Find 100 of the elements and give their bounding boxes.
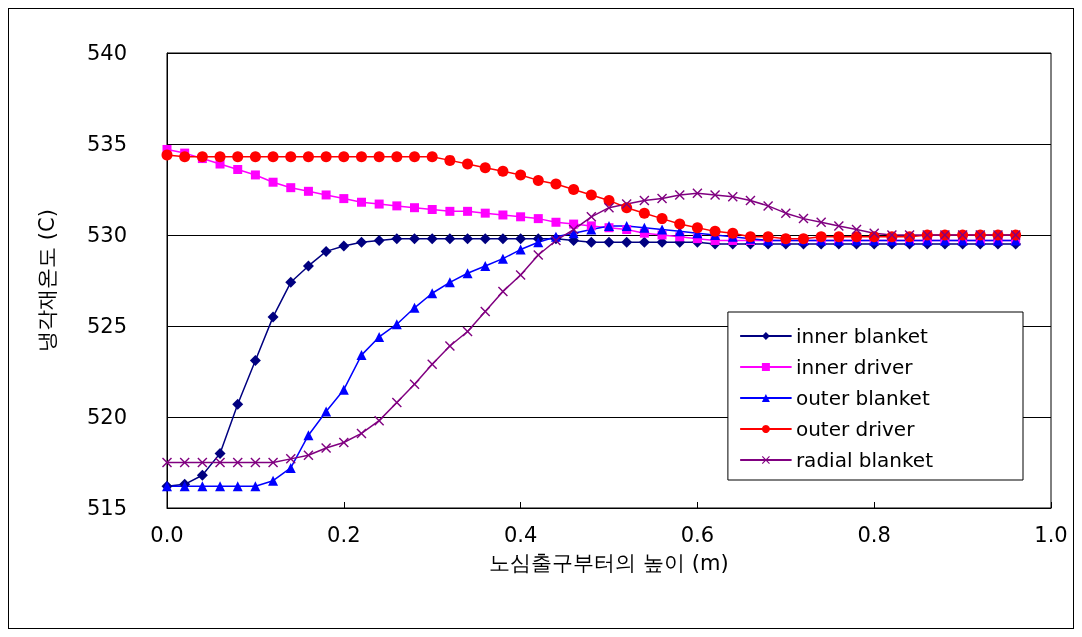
point <box>320 245 332 257</box>
point <box>426 233 438 245</box>
point <box>303 430 314 441</box>
point <box>355 151 367 163</box>
point <box>249 355 261 367</box>
x-tick-label: 0.0 <box>150 522 184 547</box>
point <box>710 189 721 200</box>
x-tick-label: 0.6 <box>680 522 715 547</box>
point <box>445 206 455 216</box>
point <box>267 151 279 163</box>
point <box>285 151 297 163</box>
point <box>586 224 597 235</box>
point <box>250 457 261 468</box>
point <box>833 220 844 231</box>
point <box>674 189 685 200</box>
point <box>374 199 384 209</box>
point <box>338 151 350 163</box>
point <box>339 194 349 204</box>
point <box>745 195 756 206</box>
point <box>427 359 438 370</box>
point <box>585 236 597 248</box>
point <box>232 457 243 468</box>
point <box>568 224 579 235</box>
point <box>586 211 597 222</box>
point <box>533 237 544 248</box>
point <box>462 233 474 245</box>
point <box>233 164 243 174</box>
point <box>215 481 226 492</box>
point <box>638 236 650 248</box>
point <box>196 469 208 481</box>
point <box>374 331 385 342</box>
point <box>480 208 490 218</box>
point <box>727 191 738 202</box>
point <box>444 277 455 288</box>
x-tick-label: 0.8 <box>857 522 891 547</box>
point <box>497 253 508 264</box>
point <box>356 350 367 361</box>
point <box>444 341 455 352</box>
point <box>232 151 244 163</box>
point <box>639 222 650 233</box>
point <box>798 213 809 224</box>
point <box>267 311 279 323</box>
point <box>444 233 456 245</box>
point <box>285 462 296 473</box>
point <box>515 169 527 181</box>
point <box>656 213 668 225</box>
point <box>214 151 226 163</box>
point <box>285 453 296 464</box>
point <box>320 151 332 163</box>
point <box>179 151 191 163</box>
y-tick-label: 525 <box>86 314 127 338</box>
point <box>533 214 543 224</box>
point <box>391 151 403 163</box>
point <box>550 178 562 190</box>
point <box>338 384 349 395</box>
point <box>816 217 827 228</box>
x-tick-label: 0.4 <box>503 522 538 547</box>
point <box>762 231 774 243</box>
point <box>532 174 544 186</box>
point <box>179 457 190 468</box>
point <box>657 193 668 204</box>
point <box>321 190 331 200</box>
point <box>338 240 350 252</box>
y-tick-label: 540 <box>86 41 127 65</box>
point <box>356 428 367 439</box>
point <box>691 222 703 234</box>
point <box>161 149 173 161</box>
point <box>674 218 686 230</box>
point <box>409 302 420 313</box>
point <box>833 231 845 243</box>
point <box>498 210 508 220</box>
point <box>321 406 332 417</box>
point <box>268 177 278 187</box>
point <box>249 151 261 163</box>
x-tick-label: 0.2 <box>327 522 361 547</box>
point <box>427 288 438 299</box>
point <box>392 201 402 211</box>
point <box>551 217 561 227</box>
point <box>214 447 226 459</box>
point <box>391 397 402 408</box>
point <box>409 379 420 390</box>
point <box>409 151 421 163</box>
y-tick-label: 520 <box>86 405 127 429</box>
point <box>302 260 314 272</box>
point <box>410 203 420 213</box>
point <box>303 186 313 196</box>
x-tick-label: 1.0 <box>1034 522 1068 547</box>
point <box>638 207 650 219</box>
point <box>303 450 314 461</box>
point <box>479 233 491 245</box>
y-axis-title: 냉각재온도 (C) <box>34 209 59 352</box>
point <box>479 162 491 174</box>
point <box>727 227 739 239</box>
legend-label: outer driver <box>795 417 916 441</box>
x-axis-title: 노심출구부터의 높이 (m) <box>489 550 729 575</box>
point <box>285 276 297 288</box>
point <box>338 437 349 448</box>
point <box>462 158 474 170</box>
point <box>869 228 880 239</box>
point <box>692 188 703 199</box>
